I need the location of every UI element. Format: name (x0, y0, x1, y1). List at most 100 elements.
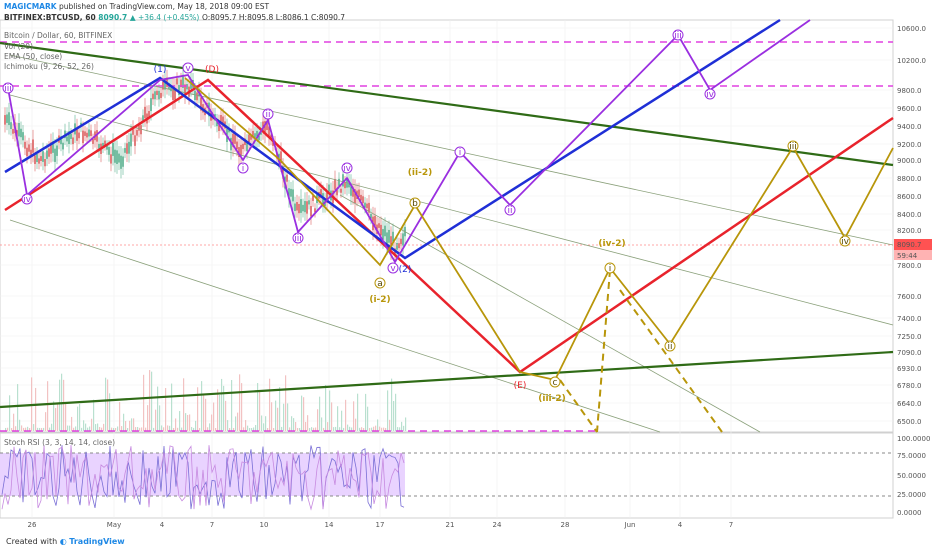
volume-bar (223, 385, 225, 431)
volume-bar (97, 423, 99, 431)
volume-bar (165, 387, 167, 431)
volume-bar (313, 427, 315, 431)
volume-bar (83, 420, 85, 431)
candle-body (268, 126, 270, 138)
tradingview-logo-icon[interactable]: ◐ (59, 537, 67, 546)
candle-body (158, 90, 160, 100)
candle-body (238, 147, 240, 157)
candle-body (44, 158, 46, 167)
author-link[interactable]: MAGICMARK (4, 2, 57, 11)
volume-bar (13, 413, 15, 431)
candle-body (328, 184, 330, 192)
volume-bar (357, 393, 359, 431)
svg-text:ii: ii (507, 206, 512, 216)
volume-bar (265, 416, 267, 431)
volume-bar (249, 427, 251, 431)
green-uptrend-line (0, 350, 894, 409)
candle-body (256, 130, 258, 141)
volume-bar (281, 426, 283, 431)
candle-body (84, 131, 86, 136)
candle-body (128, 141, 130, 154)
candle-body (70, 133, 72, 139)
label-gold-a: a (374, 277, 386, 289)
volume-bar (323, 427, 325, 431)
label-gold-iv2: (iv-2) (598, 239, 625, 249)
candle-body (98, 143, 100, 152)
candle-body (312, 195, 314, 201)
candle-body (10, 122, 12, 130)
pair-label: Bitcoin / Dollar, 60, BITFINEX (4, 31, 113, 40)
volume-bar (219, 394, 221, 431)
svg-text:iv: iv (706, 90, 715, 100)
candle-body (26, 147, 28, 157)
volume-bar (225, 400, 227, 431)
price-tick: 6780.0 (897, 382, 922, 390)
candle-body (360, 194, 362, 201)
volume-bar (393, 400, 395, 431)
candle-body (88, 129, 90, 137)
volume-bar (275, 400, 277, 431)
volume-bar (77, 406, 79, 431)
volume-bar (195, 420, 197, 431)
candle-body (340, 188, 342, 193)
volume-bar (41, 427, 43, 431)
time-tick: 10 (260, 521, 269, 529)
candle-body (40, 156, 42, 162)
label-purple-iv-future: iv (704, 88, 716, 100)
svg-text:ii: ii (667, 342, 672, 352)
volume-bar (125, 421, 127, 431)
red-wave-line (4, 78, 894, 374)
label-navy-2: (2) (399, 265, 412, 275)
label-purple-v-top: v (182, 62, 194, 74)
candle-body (306, 201, 308, 214)
candle-body (234, 133, 236, 144)
candle-body (112, 142, 114, 156)
candle-body (380, 224, 382, 236)
time-tick: 4 (160, 521, 165, 529)
svg-text:c: c (553, 378, 558, 388)
candle-body (18, 123, 20, 137)
candle-body (232, 133, 234, 147)
volume-bar (101, 427, 103, 431)
candle-body (118, 153, 120, 163)
volume-bar (69, 425, 71, 431)
candle-body (366, 203, 368, 209)
candle-body (24, 141, 26, 149)
candle-body (374, 215, 376, 227)
candle-body (142, 115, 144, 122)
time-tick: 7 (210, 521, 214, 529)
label-purple-ii-future: ii (504, 204, 516, 216)
candle-body (352, 186, 354, 197)
volume-bar (261, 415, 263, 431)
time-tick: 17 (376, 521, 385, 529)
candle-body (124, 148, 126, 153)
candle-body (264, 121, 266, 134)
volume-bar (329, 390, 331, 431)
footer-brand[interactable]: TradingView (69, 537, 125, 546)
volume-bar (161, 425, 163, 431)
candle-body (164, 78, 166, 90)
published-text: published on TradingView.com, May 18, 20… (58, 2, 270, 11)
label-gold-c: c (549, 376, 561, 388)
volume-bar (237, 412, 239, 431)
volume-bar (33, 424, 35, 431)
price-tick: 8400.0 (897, 211, 922, 219)
volume-bar (339, 427, 341, 431)
label-gold-iv: iv (839, 235, 851, 247)
volume-bar (79, 404, 81, 431)
svg-text:i: i (609, 264, 612, 274)
indicator-ema: EMA (50, close) (4, 52, 63, 61)
volume-bar (121, 426, 123, 431)
volume-bar (159, 405, 161, 431)
volume-bar (279, 387, 281, 431)
candle-body (50, 142, 52, 154)
stoch-tick: 50.0000 (897, 472, 926, 480)
volume-bar (205, 398, 207, 431)
volume-bar (173, 427, 175, 431)
volume-bar (231, 380, 233, 431)
volume-bar (147, 405, 149, 431)
volume-bar (5, 427, 7, 431)
candle-body (82, 130, 84, 144)
volume-bar (171, 383, 173, 431)
gold-dashed-2 (596, 269, 611, 433)
